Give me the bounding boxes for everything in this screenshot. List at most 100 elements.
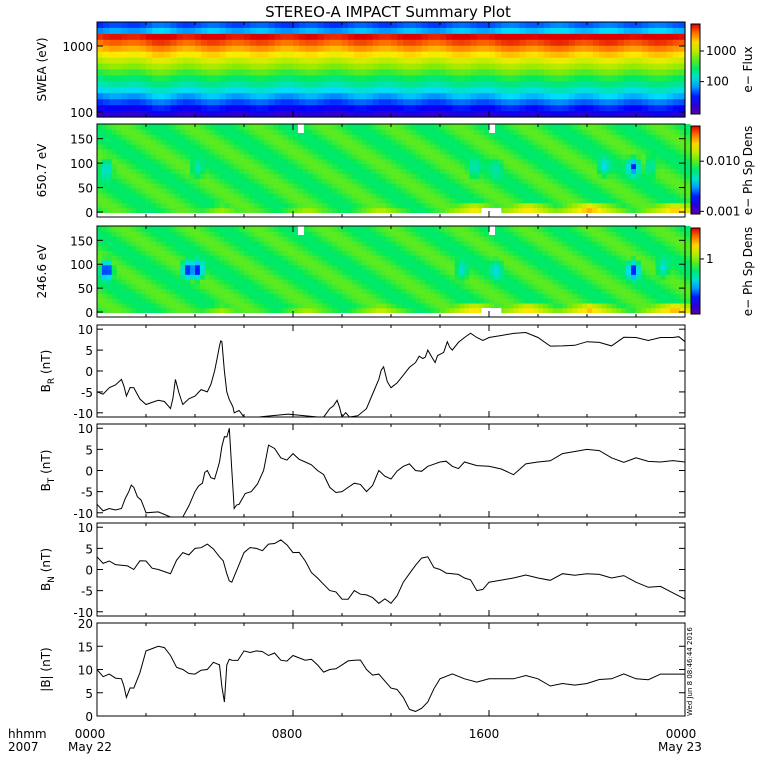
spectrogram-cell bbox=[329, 22, 337, 29]
spectrogram-cell bbox=[346, 172, 353, 179]
spectrogram-cell bbox=[533, 138, 539, 145]
spectrogram-cell bbox=[204, 187, 211, 194]
spectrogram-cell bbox=[101, 177, 108, 184]
spectrogram-cell bbox=[567, 124, 573, 130]
spectrogram-cell bbox=[680, 158, 686, 165]
spectrogram-cell bbox=[170, 128, 176, 135]
spectrogram-cell bbox=[199, 292, 206, 299]
spectrogram-cell bbox=[361, 207, 368, 214]
spectrogram-cell bbox=[307, 302, 314, 309]
spectrogram-cell bbox=[214, 138, 221, 145]
spectrogram-cell bbox=[262, 111, 270, 118]
spectrogram-cell bbox=[405, 226, 412, 232]
spectrogram-cell bbox=[440, 105, 447, 112]
spectrogram-cell bbox=[273, 158, 279, 165]
spectrogram-cell bbox=[626, 177, 632, 184]
spectrogram-cell bbox=[587, 143, 593, 150]
spectrogram-cell bbox=[121, 153, 127, 160]
spectrogram-cell bbox=[430, 124, 436, 130]
spectrogram-cell bbox=[386, 197, 392, 204]
spectrogram-cell bbox=[199, 172, 206, 179]
spectrogram-cell bbox=[116, 124, 123, 130]
spectrogram-cell bbox=[611, 87, 619, 94]
spectrogram-cell bbox=[176, 93, 184, 100]
y-tick-label: 0 bbox=[85, 206, 93, 220]
spectrogram-cell bbox=[623, 93, 631, 100]
spectrogram-cell bbox=[311, 39, 319, 47]
spectrogram-cell bbox=[280, 81, 288, 88]
spectrogram-cell bbox=[397, 63, 404, 71]
spectrogram-cell bbox=[621, 153, 627, 160]
spectrogram-cell bbox=[180, 288, 186, 294]
spectrogram-cell bbox=[111, 264, 118, 271]
spectrogram-cell bbox=[577, 128, 583, 135]
spectrogram-cell bbox=[317, 138, 323, 145]
spectrogram-cell bbox=[680, 202, 686, 209]
spectrogram-cell bbox=[538, 75, 545, 82]
spectrogram-cell bbox=[165, 192, 172, 199]
spectrogram-cell bbox=[489, 143, 495, 150]
spectrogram-cell bbox=[101, 307, 108, 314]
spectrogram-cell bbox=[195, 143, 201, 150]
spectrogram-cell bbox=[209, 288, 216, 294]
spectrogram-cell bbox=[386, 124, 392, 130]
spectrogram-cell bbox=[195, 128, 201, 135]
colorbar-tick-label: 100 bbox=[706, 75, 729, 89]
spectrogram-cell bbox=[258, 168, 265, 174]
spectrogram-cell bbox=[141, 158, 147, 165]
spectrogram-cell bbox=[542, 124, 549, 130]
spectrogram-cell bbox=[513, 153, 519, 160]
spectrogram-cell bbox=[591, 133, 598, 140]
spectrogram-cell bbox=[372, 105, 380, 112]
spectrogram-cell bbox=[596, 182, 603, 189]
spectrogram-cell bbox=[606, 197, 613, 204]
spectrogram-cell bbox=[231, 87, 239, 94]
spectrogram-cell bbox=[150, 240, 157, 247]
spectrogram-cell bbox=[384, 75, 392, 82]
spectrogram-cell bbox=[493, 163, 500, 170]
spectrogram-cell bbox=[182, 39, 190, 47]
spectrogram-cell bbox=[395, 143, 402, 150]
spectrogram-cell bbox=[180, 245, 186, 251]
spectrogram-cell bbox=[322, 177, 328, 184]
spectrogram-cell bbox=[351, 133, 358, 140]
spectrogram-cell bbox=[391, 51, 398, 59]
spectrogram-cell bbox=[170, 187, 176, 194]
spectrogram-cell bbox=[244, 128, 250, 135]
spectrogram-cell bbox=[420, 202, 426, 209]
spectrogram-cell bbox=[611, 172, 617, 179]
spectrogram-cell bbox=[605, 111, 613, 118]
spectrogram-cell bbox=[201, 93, 208, 100]
spectrogram-cell bbox=[650, 138, 657, 145]
spectrogram-cell bbox=[616, 128, 622, 135]
spectrogram-cell bbox=[337, 177, 343, 184]
spectrogram-cell bbox=[131, 138, 137, 145]
spectrogram-cell bbox=[415, 240, 421, 247]
spectrogram-cell bbox=[256, 99, 263, 106]
spectrogram-cell bbox=[513, 99, 521, 106]
spectrogram-cell bbox=[354, 51, 361, 59]
spectrogram-cell bbox=[654, 87, 662, 94]
spectrogram-cell bbox=[209, 273, 216, 280]
spectrogram-cell bbox=[317, 259, 323, 266]
spectrogram-cell bbox=[103, 22, 110, 29]
spectrogram-cell bbox=[297, 249, 304, 256]
spectrogram-cell bbox=[479, 202, 485, 209]
spectrogram-cell bbox=[155, 128, 162, 135]
spectrogram-cell bbox=[288, 172, 294, 179]
spectrogram-cell bbox=[356, 163, 363, 170]
spectrogram-cell bbox=[568, 51, 576, 59]
spectrogram-cell bbox=[121, 245, 127, 251]
spectrogram-cell bbox=[484, 182, 490, 189]
spectrogram-cell bbox=[101, 273, 108, 280]
spectrogram-cell bbox=[400, 158, 407, 165]
spectrogram-cell bbox=[322, 153, 328, 160]
spectrogram-cell bbox=[654, 93, 662, 100]
spectrogram-cell bbox=[97, 51, 104, 59]
spectrogram-cell bbox=[229, 197, 235, 204]
spectrogram-cell bbox=[464, 39, 472, 47]
spectrogram-cell bbox=[152, 27, 159, 35]
spectrogram-cell bbox=[337, 138, 343, 145]
spectrogram-cell bbox=[274, 93, 282, 100]
spectrogram-cell bbox=[146, 302, 152, 309]
